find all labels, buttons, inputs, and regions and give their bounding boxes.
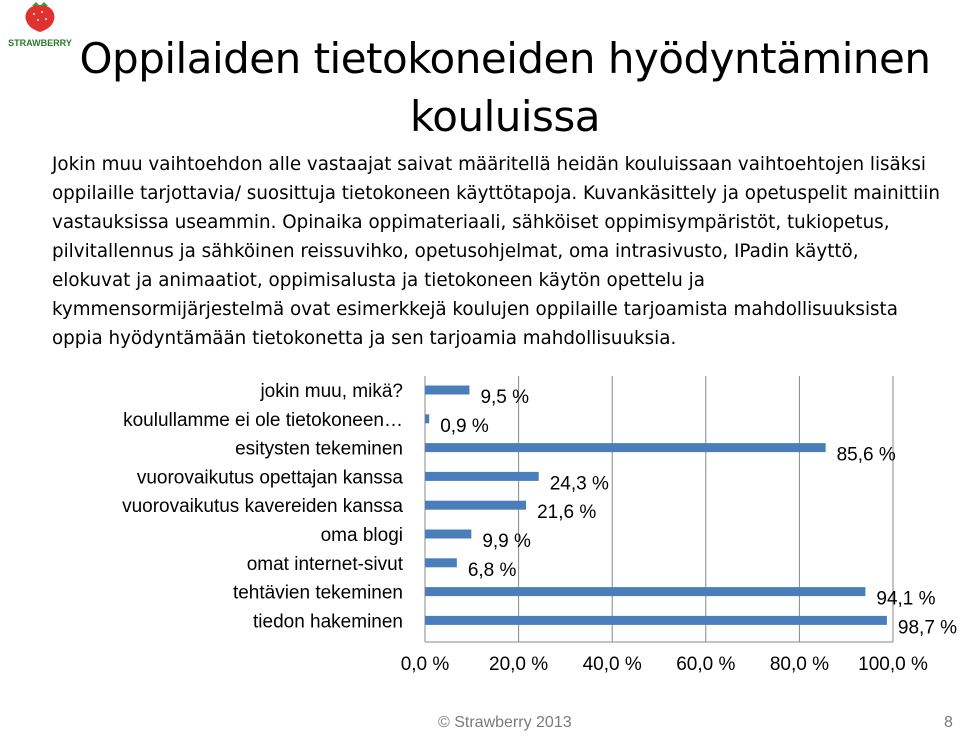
category-label: oma blogi bbox=[321, 525, 403, 546]
category-label: omat internet-sivut bbox=[247, 554, 404, 575]
page-number: 8 bbox=[944, 714, 953, 731]
x-tick-label: 0,0 % bbox=[401, 654, 450, 675]
value-label: 24,3 % bbox=[550, 473, 609, 494]
category-label: tiedon hakeminen bbox=[253, 611, 403, 632]
body-text: Jokin muu vaihtoehdon alle vastaajat sai… bbox=[52, 154, 940, 349]
category-label: tehtävien tekeminen bbox=[233, 583, 403, 604]
bar bbox=[425, 500, 527, 510]
category-label: esitysten tekeminen bbox=[235, 439, 403, 460]
bar bbox=[425, 385, 470, 395]
bar bbox=[425, 587, 866, 597]
logo: STRAWBERRY bbox=[8, 2, 72, 48]
bar bbox=[425, 558, 457, 568]
bar bbox=[425, 471, 539, 481]
x-tick-label: 40,0 % bbox=[583, 654, 642, 675]
x-tick-label: 100,0 % bbox=[858, 654, 928, 675]
value-label: 85,6 % bbox=[837, 445, 896, 466]
bar bbox=[425, 529, 472, 539]
strawberry-icon bbox=[25, 2, 55, 32]
value-label: 94,1 % bbox=[876, 589, 935, 610]
category-label: koulullamme ei ole tietokoneen… bbox=[123, 410, 403, 431]
bar-chart: 0,0 % 20,0 % 40,0 % 60,0 % 80,0 % 100,0 % joki… bbox=[122, 376, 957, 675]
value-label: 9,9 % bbox=[482, 531, 531, 552]
value-label: 6,8 % bbox=[468, 560, 517, 581]
footer-copyright: © Strawberry 2013 bbox=[438, 714, 572, 731]
value-label: 9,5 % bbox=[480, 387, 529, 408]
category-label: jokin muu, mikä? bbox=[259, 381, 403, 402]
value-label: 21,6 % bbox=[537, 502, 596, 523]
x-tick-label: 80,0 % bbox=[770, 654, 829, 675]
bar bbox=[425, 615, 887, 625]
value-label: 0,9 % bbox=[440, 416, 489, 437]
x-tick-label: 60,0 % bbox=[676, 654, 735, 675]
category-label: vuorovaikutus opettajan kanssa bbox=[137, 467, 404, 488]
bar bbox=[425, 443, 826, 453]
category-label: vuorovaikutus kavereiden kanssa bbox=[122, 496, 403, 517]
logo-text: STRAWBERRY bbox=[8, 38, 72, 48]
x-tick-label: 20,0 % bbox=[489, 654, 548, 675]
value-label: 98,7 % bbox=[898, 617, 957, 638]
bar bbox=[425, 414, 430, 424]
page-title: Oppilaiden tietokoneiden hyödyntäminen k… bbox=[79, 34, 931, 141]
